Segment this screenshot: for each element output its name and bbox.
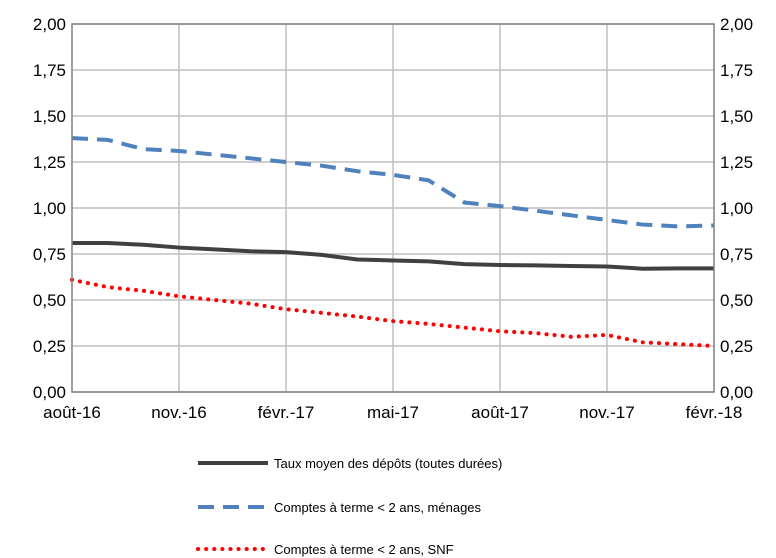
x-tick-label: févr.-18 bbox=[686, 403, 743, 422]
series-line-1 bbox=[72, 240, 714, 271]
legend-label-2: Comptes à terme < 2 ans, ménages bbox=[274, 500, 482, 515]
y-tick-label-right: 0,25 bbox=[720, 337, 753, 356]
y-tick-label-right: 1,25 bbox=[720, 153, 753, 172]
y-tick-label-left: 1,00 bbox=[33, 199, 66, 218]
series-line-2 bbox=[71, 136, 715, 229]
y-tick-label-left: 0,75 bbox=[33, 245, 66, 264]
y-tick-label-right: 0,75 bbox=[720, 245, 753, 264]
x-tick-label: août-17 bbox=[471, 403, 529, 422]
y-tick-label-left: 2,00 bbox=[33, 15, 66, 34]
series-layer bbox=[70, 136, 716, 348]
y-tick-label-right: 1,00 bbox=[720, 199, 753, 218]
y-tick-label-left: 0,00 bbox=[33, 383, 66, 402]
y-tick-label-right: 0,00 bbox=[720, 383, 753, 402]
x-tick-label: mai-17 bbox=[367, 403, 419, 422]
legend-label-1: Taux moyen des dépôts (toutes durées) bbox=[274, 456, 502, 471]
y-tick-label-left: 0,50 bbox=[33, 291, 66, 310]
x-tick-label: nov.-17 bbox=[579, 403, 634, 422]
legend: Taux moyen des dépôts (toutes durées) Com… bbox=[196, 456, 502, 557]
legend-label-3: Comptes à terme < 2 ans, SNF bbox=[274, 542, 454, 557]
axes: 0,00 0,00 0,25 0,25 0,50 0,50 0,75 0,75 1,00 1,00… bbox=[33, 15, 753, 422]
y-tick-label-left: 1,25 bbox=[33, 153, 66, 172]
x-tick-label: févr.-17 bbox=[258, 403, 315, 422]
x-tick-label: nov.-16 bbox=[151, 403, 206, 422]
y-tick-label-right: 0,50 bbox=[720, 291, 753, 310]
y-tick-label-right: 1,75 bbox=[720, 61, 753, 80]
x-tick-label: août-16 bbox=[43, 403, 101, 422]
y-tick-label-right: 2,00 bbox=[720, 15, 753, 34]
series-line-3 bbox=[70, 277, 716, 348]
y-tick-label-left: 1,50 bbox=[33, 107, 66, 126]
y-tick-label-left: 0,25 bbox=[33, 337, 66, 356]
y-tick-label-right: 1,50 bbox=[720, 107, 753, 126]
y-tick-label-left: 1,75 bbox=[33, 61, 66, 80]
plot-frame bbox=[71, 23, 715, 393]
